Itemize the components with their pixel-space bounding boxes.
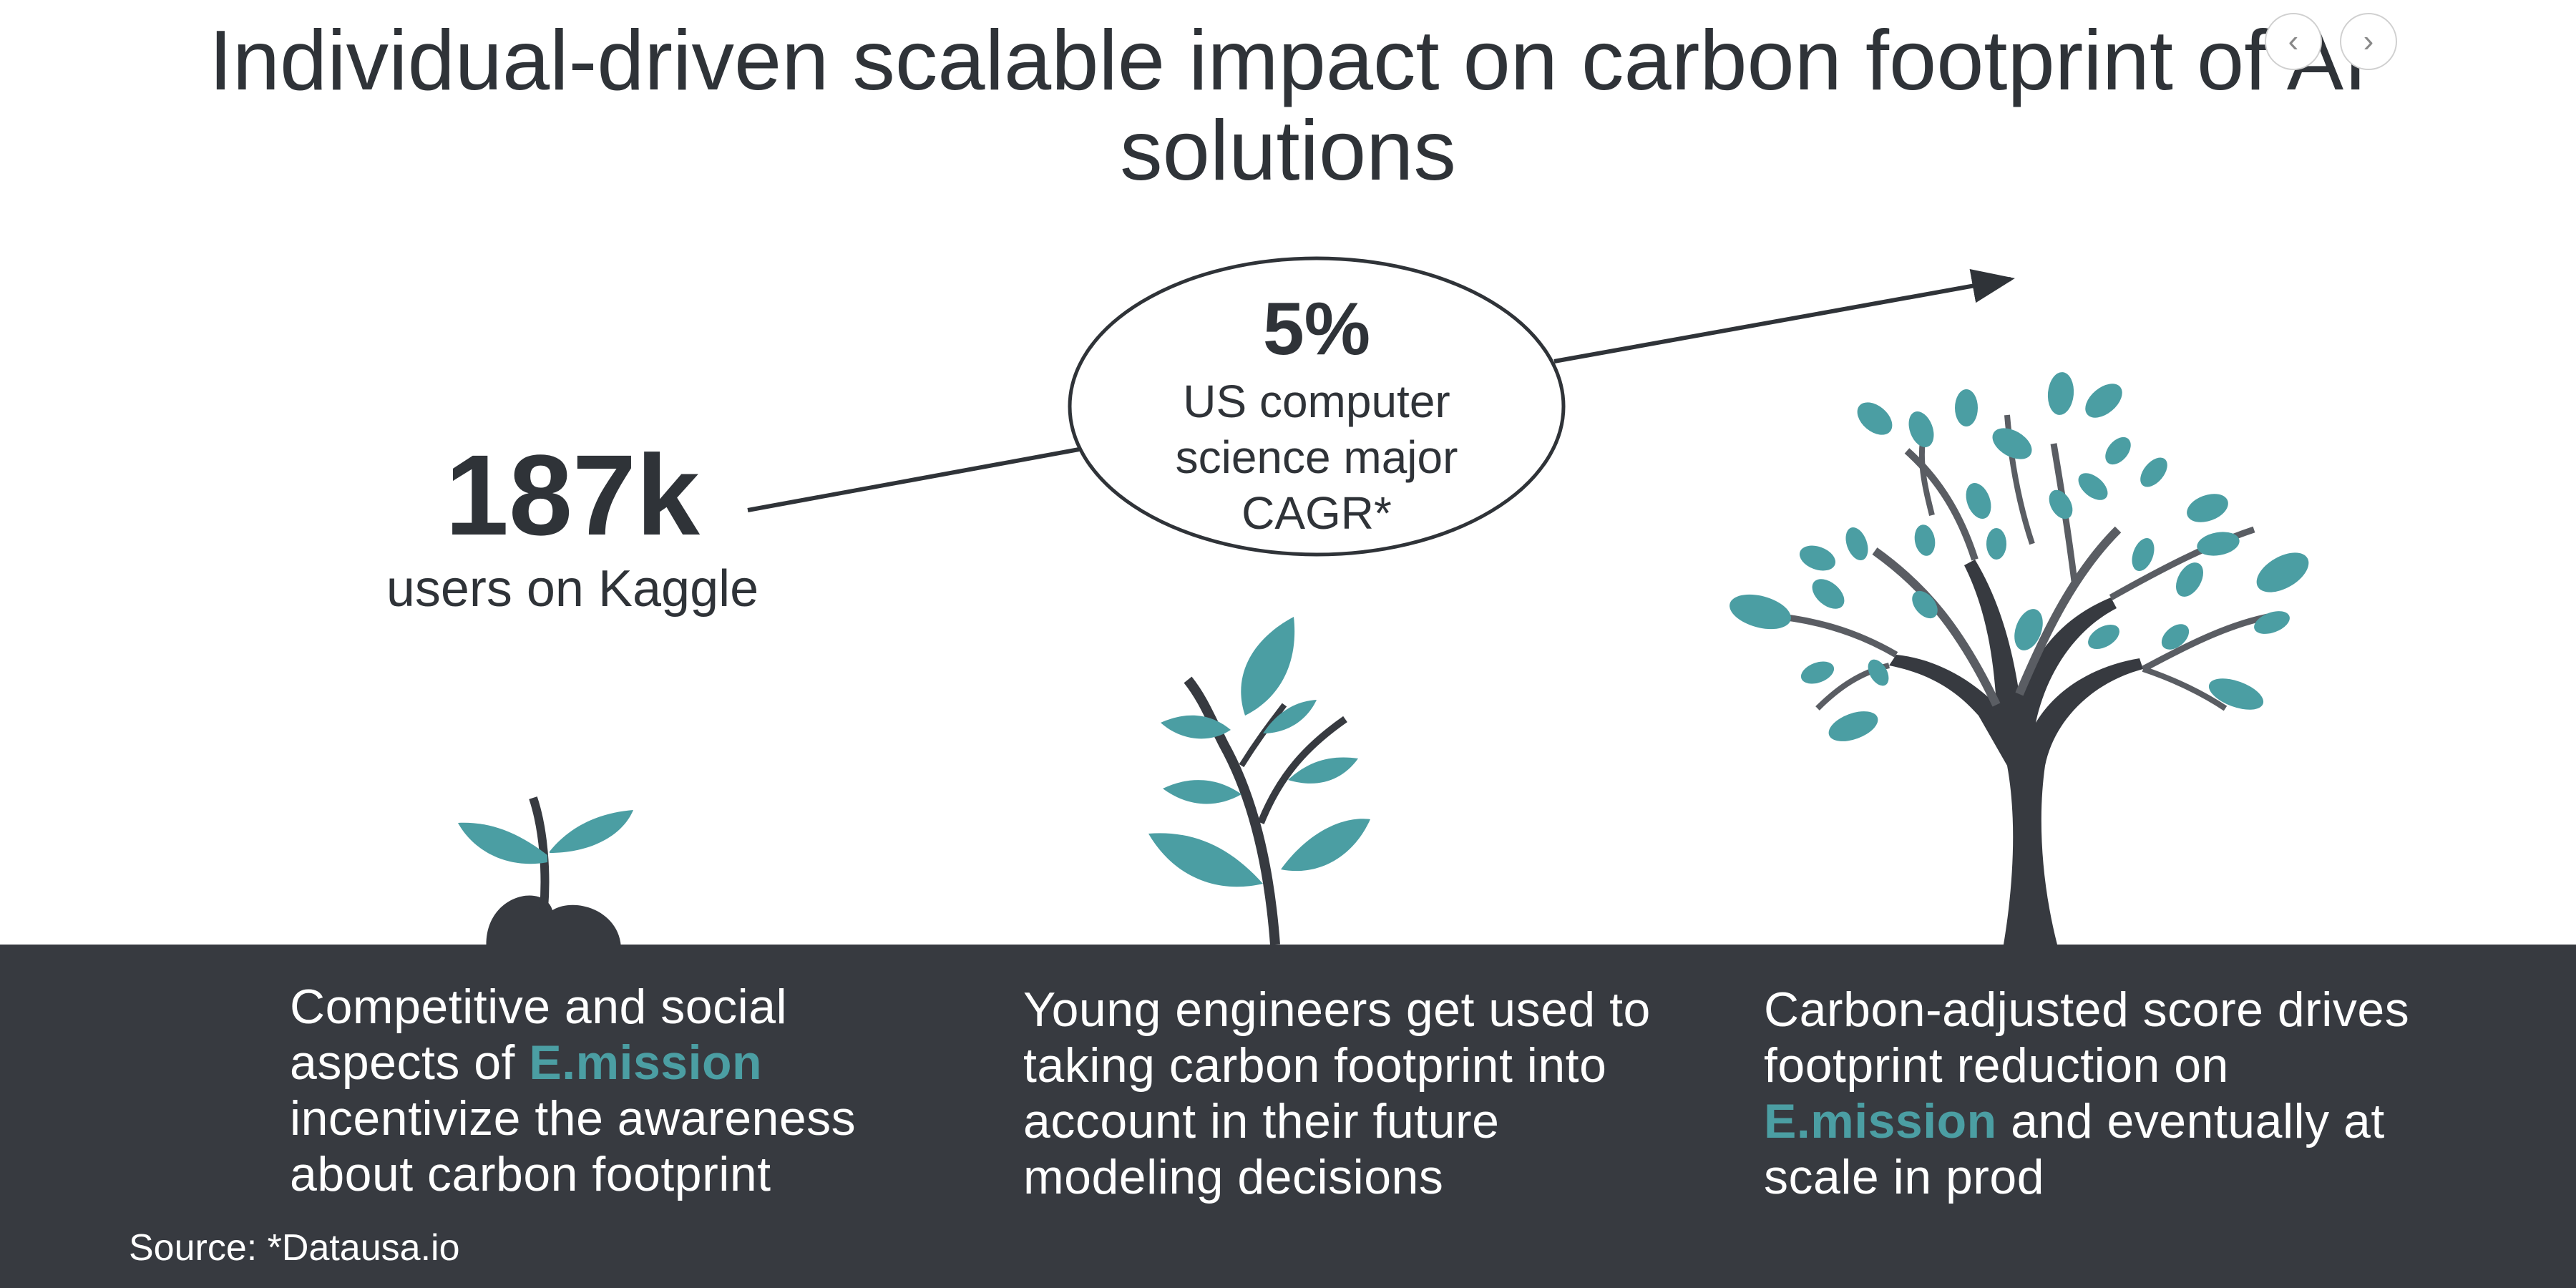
- source-note: Source: *Datausa.io: [129, 1227, 460, 1269]
- caption-seedling: Competitive and social aspects of E.miss…: [290, 979, 934, 1202]
- kaggle-users-label: users on Kaggle: [386, 560, 759, 618]
- chevron-right-icon: ›: [2363, 24, 2374, 59]
- cagr-label: US computer science major CAGR*: [1175, 376, 1458, 539]
- caption-text: Competitive and social aspects of: [290, 980, 788, 1090]
- cagr-value: 5%: [1262, 288, 1371, 371]
- caption-tree: Carbon-adjusted score drives footprint r…: [1764, 982, 2451, 1205]
- slide-title: Individual-driven scalable impact on car…: [208, 13, 2368, 198]
- previous-slide-button[interactable]: ‹: [2265, 13, 2322, 70]
- brand-name: E.mission: [1764, 1094, 1997, 1148]
- young-plant-icon: [1148, 617, 1370, 945]
- caption-text: and eventually at scale in prod: [1764, 1094, 2385, 1204]
- tree-icon: [1729, 372, 2309, 945]
- growth-arrow: [1553, 268, 2015, 364]
- cagr-ellipse: [1068, 256, 1566, 557]
- caption-young-plant: Young engineers get used to taking carbo…: [1023, 982, 1651, 1204]
- chevron-left-icon: ‹: [2288, 24, 2299, 59]
- caption-text: Carbon-adjusted score drives footprint r…: [1764, 982, 2410, 1093]
- caption-band: [0, 945, 2576, 1288]
- brand-name: E.mission: [529, 1035, 763, 1090]
- caption-text: incentivize the awareness about carbon f…: [290, 1091, 857, 1201]
- growth-arrow-segment: [747, 447, 1080, 512]
- kaggle-users-value: 187k: [445, 431, 700, 559]
- next-slide-button[interactable]: ›: [2340, 13, 2397, 70]
- seedling-icon: [458, 796, 633, 952]
